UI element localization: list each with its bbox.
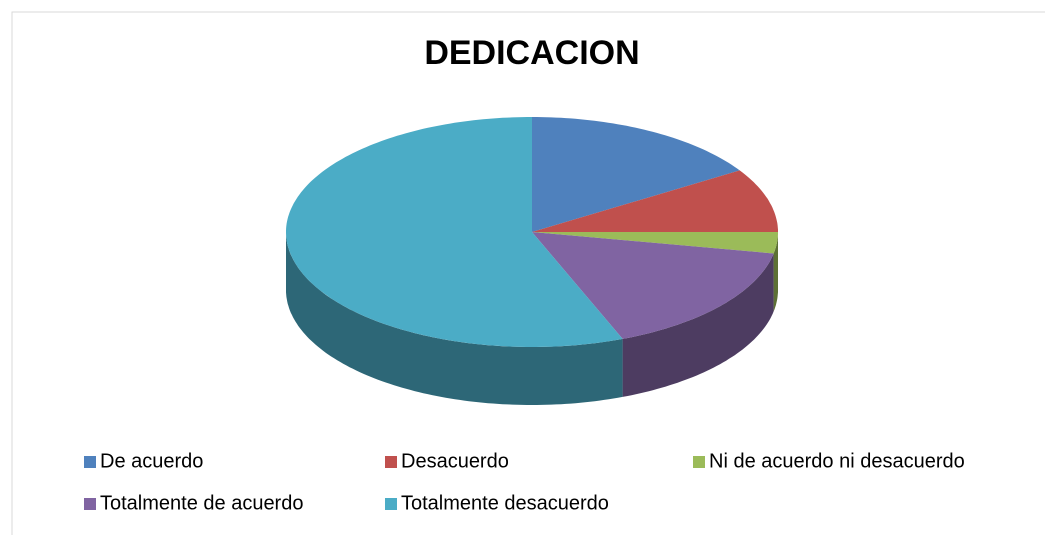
legend-swatch [693, 456, 705, 468]
chart-title: DEDICACION [424, 34, 639, 72]
legend-swatch [84, 498, 96, 510]
legend-swatch [385, 498, 397, 510]
legend-label: De acuerdo [100, 450, 203, 472]
slice-side [773, 232, 778, 312]
chart-border [11, 11, 1045, 535]
legend-swatch [385, 456, 397, 468]
legend-label: Ni de acuerdo ni desacuerdo [709, 450, 965, 472]
slice-side [286, 232, 623, 405]
slice-side [622, 253, 774, 397]
legend-label: Desacuerdo [401, 450, 509, 472]
slice [286, 117, 623, 347]
slice [532, 232, 778, 254]
legend-label: Totalmente desacuerdo [401, 492, 609, 514]
legend-swatch [84, 456, 96, 468]
slice [532, 170, 778, 232]
slice [532, 232, 774, 339]
slice [532, 117, 740, 232]
legend-label: Totalmente de acuerdo [100, 492, 303, 514]
